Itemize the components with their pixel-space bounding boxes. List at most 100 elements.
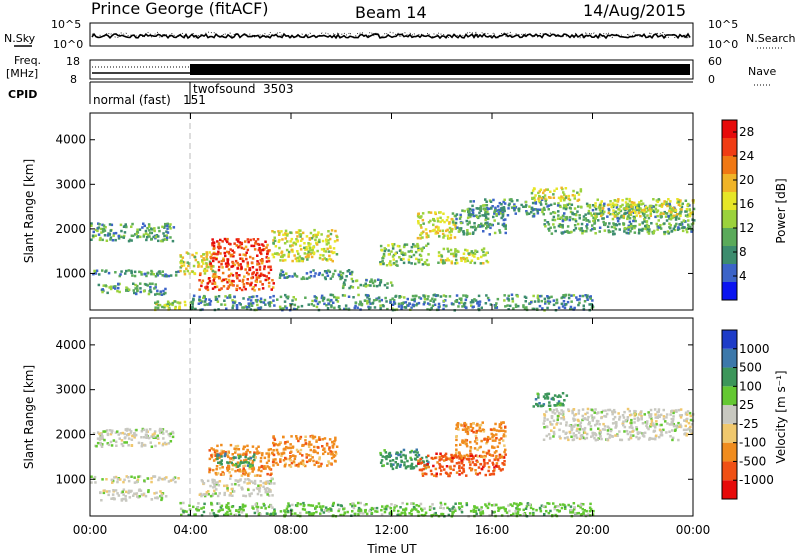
power-cell: [246, 248, 250, 252]
power-cell: [442, 262, 445, 265]
velocity-cell: [455, 448, 458, 451]
velocity-cell: [102, 491, 106, 495]
velocity-cell: [499, 426, 503, 430]
power-cell: [552, 211, 555, 214]
power-cell: [452, 303, 455, 306]
velocity-cell: [591, 417, 595, 420]
power-cell: [427, 253, 430, 256]
velocity-cell: [483, 462, 486, 465]
velocity-cell: [427, 465, 430, 469]
power-cell: [164, 291, 167, 295]
velocity-cell: [415, 504, 418, 507]
velocity-cell: [508, 509, 511, 513]
velocity-cell: [491, 454, 495, 457]
power-cell: [443, 234, 446, 237]
velocity-cell: [478, 424, 481, 427]
power-cell: [462, 252, 466, 255]
velocity-cell: [214, 471, 218, 475]
velocity-cell: [266, 465, 269, 468]
power-cell: [226, 281, 229, 284]
nsky-tick-top: 10^5: [51, 18, 81, 31]
power-cell: [591, 227, 594, 231]
power-cell: [502, 200, 505, 204]
power-cell: [556, 204, 560, 207]
power-cell: [223, 303, 227, 306]
power-cell: [638, 230, 641, 233]
power-cell: [503, 198, 506, 202]
power-cell: [448, 221, 451, 224]
velocity-cell: [380, 459, 384, 462]
velocity-cell: [217, 461, 220, 464]
power-cell: [614, 227, 618, 231]
velocity-cell: [118, 437, 121, 440]
velocity-cell: [247, 457, 250, 460]
power-cell: [669, 210, 673, 214]
velocity-cell: [392, 463, 395, 466]
power-cell: [212, 273, 215, 276]
velocity-cell: [320, 462, 323, 466]
velocity-cell: [158, 441, 161, 445]
power-cell: [284, 293, 287, 297]
power-cell: [417, 215, 420, 219]
velocity-cell: [653, 408, 657, 411]
velocity-cell: [455, 435, 458, 438]
velocity-cell: [271, 494, 274, 497]
power-cell: [306, 258, 309, 261]
velocity-cell: [182, 501, 185, 505]
velocity-cell: [640, 417, 643, 421]
velocity-cell: [436, 461, 439, 464]
power-cell: [270, 301, 273, 304]
power-cell: [588, 206, 592, 209]
power-cell: [254, 284, 257, 287]
velocity-cell: [562, 430, 565, 433]
power-cell: [119, 223, 123, 227]
power-cell: [349, 272, 352, 275]
power-cell: [593, 227, 596, 230]
velocity-cell: [584, 412, 587, 416]
power-cell: [218, 265, 221, 269]
power-cell: [94, 272, 98, 275]
velocity-cell: [216, 502, 219, 505]
power-cell: [465, 294, 469, 298]
velocity-cell: [272, 513, 275, 516]
power-cell: [268, 301, 272, 304]
velocity-cell: [269, 473, 272, 477]
velocity-cell: [353, 504, 357, 507]
power-cell: [130, 269, 133, 273]
power-cell: [606, 203, 610, 207]
power-cell: [387, 244, 390, 247]
velocity-cell: [543, 419, 546, 422]
power-cell: [217, 308, 220, 311]
velocity-cell: [412, 505, 416, 509]
power-cell: [162, 292, 166, 296]
velocity-cell: [588, 506, 592, 509]
power-cell: [293, 254, 296, 257]
velocity-cell: [580, 513, 583, 516]
velocity-cell: [456, 425, 459, 428]
power-cell: [154, 283, 157, 286]
velocity-cell: [258, 488, 261, 491]
power-cell: [648, 228, 651, 231]
power-cell: [156, 272, 159, 275]
velocity-cell: [599, 431, 602, 434]
velocity-cell: [487, 465, 491, 469]
power-cell: [576, 298, 579, 302]
power-cell: [454, 221, 458, 225]
velocity-cell: [579, 502, 583, 506]
velocity-cell: [622, 423, 625, 427]
power-cell: [407, 304, 410, 307]
power-cell: [485, 221, 489, 225]
velocity-cell: [239, 455, 242, 458]
velocity-cell: [478, 426, 482, 430]
velocity-cell: [263, 456, 267, 460]
power-cell: [571, 194, 575, 197]
velocity-cell: [430, 456, 433, 460]
velocity-cell: [684, 424, 687, 428]
power-cell: [301, 237, 304, 241]
velocity-cell: [659, 413, 663, 417]
power-cell: [555, 187, 558, 190]
power-cell: [562, 191, 565, 194]
velocity-cell: [631, 426, 634, 430]
velocity-cell: [102, 430, 105, 433]
velocity-cell: [565, 424, 568, 427]
